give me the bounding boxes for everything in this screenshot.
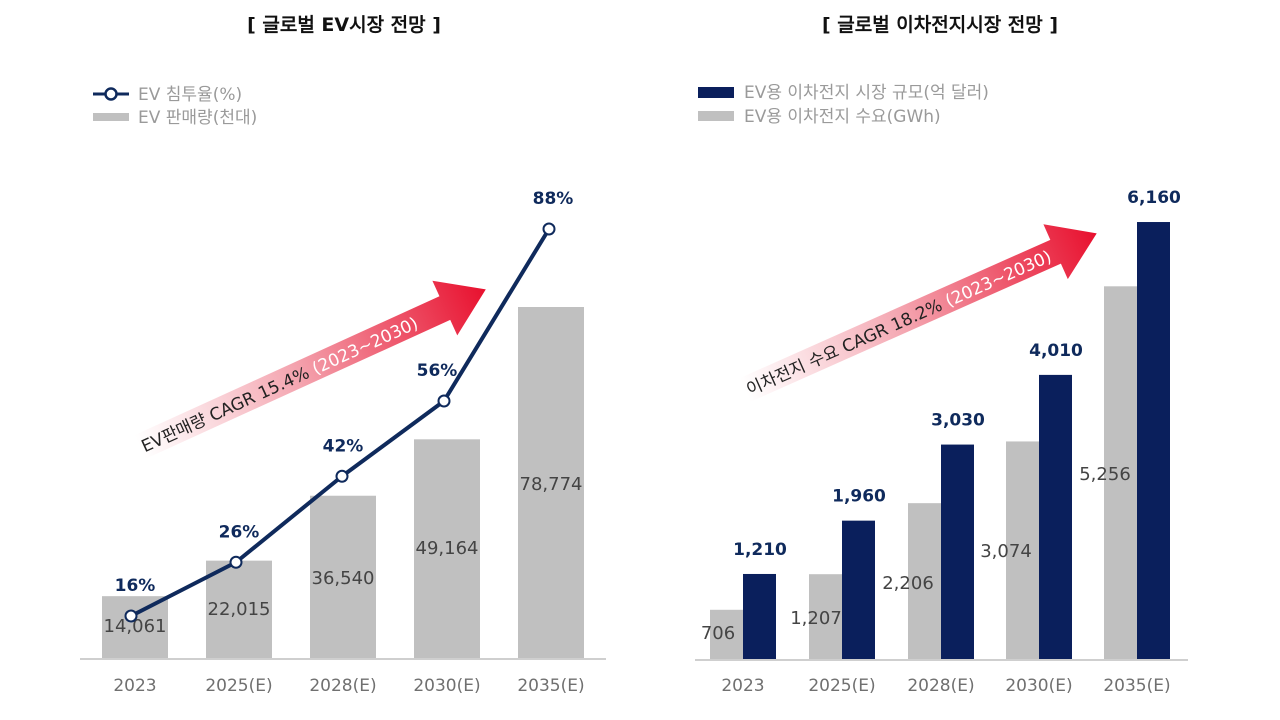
sales-value-label: 14,061	[104, 616, 167, 637]
cagr-annotation: 이차전지 수요 CAGR 18.2% (2023~2030)	[744, 247, 1055, 400]
demand-bar	[710, 609, 743, 660]
x-tick-label: 2035(E)	[517, 676, 584, 696]
sales-value-label: 78,774	[520, 474, 583, 495]
x-tick-label: 2025(E)	[808, 676, 875, 696]
demand-value-label: 5,256	[1079, 464, 1131, 485]
penetration-point	[437, 394, 451, 408]
market-size-value-label: 4,010	[1029, 341, 1083, 361]
market-size-bar	[941, 444, 974, 660]
legend-sales-swatch	[93, 113, 129, 121]
x-tick-label: 2028(E)	[907, 676, 974, 696]
x-tick-label: 2030(E)	[413, 676, 480, 696]
penetration-point	[335, 469, 349, 483]
right-chart-title: [ 글로벌 이차전지시장 전망 ]	[822, 14, 1058, 36]
penetration-value-label: 42%	[323, 436, 364, 456]
legend-penetration: EV 침투율(%)	[138, 85, 242, 105]
arrow-shape	[739, 224, 1097, 402]
sales-value-label: 22,015	[208, 599, 271, 620]
x-tick-label: 2030(E)	[1005, 676, 1072, 696]
penetration-value-label: 16%	[115, 576, 156, 596]
sales-value-label: 36,540	[312, 568, 375, 589]
legend-market: EV용 이차전지 시장 규모(억 달러)	[744, 83, 989, 103]
market-size-value-label: 6,160	[1127, 188, 1181, 208]
right-legend: EV용 이차전지 시장 규모(억 달러) EV용 이차전지 수요(GWh)	[698, 83, 989, 127]
demand-bar	[1006, 441, 1039, 660]
demand-value-label: 2,206	[882, 573, 934, 594]
demand-value-label: 1,207	[790, 608, 842, 629]
penetration-point	[124, 609, 138, 623]
penetration-value-label: 88%	[533, 189, 574, 209]
arrow-shape	[134, 280, 486, 459]
demand-value-label: 3,074	[980, 541, 1032, 562]
left-legend: EV 침투율(%) EV 판매량(천대)	[93, 85, 257, 128]
sales-value-label: 49,164	[416, 538, 479, 559]
market-size-value-label: 1,960	[832, 487, 886, 507]
x-tick-label: 2028(E)	[309, 676, 376, 696]
penetration-value-label: 56%	[417, 361, 458, 381]
market-size-value-label: 1,210	[733, 540, 787, 560]
penetration-point	[542, 222, 556, 236]
legend-sales: EV 판매량(천대)	[138, 108, 257, 128]
penetration-value-label: 26%	[219, 522, 260, 542]
legend-market-swatch	[698, 87, 734, 98]
market-size-bar	[743, 573, 776, 660]
market-size-bar	[842, 520, 875, 660]
sales-bar	[102, 596, 168, 659]
x-tick-label: 2035(E)	[1103, 676, 1170, 696]
legend-demand-swatch	[698, 111, 734, 121]
left-chart-title: [ 글로벌 EV시장 전망 ]	[247, 14, 441, 36]
legend-demand: EV용 이차전지 수요(GWh)	[744, 107, 941, 127]
legend-circle-marker	[104, 87, 118, 101]
x-tick-label: 2023	[113, 676, 156, 696]
sales-bar	[310, 495, 376, 659]
sales-bar	[518, 307, 584, 659]
demand-bar	[908, 503, 941, 660]
x-tick-label: 2023	[721, 676, 764, 696]
penetration-point	[229, 555, 243, 569]
market-size-bar	[1039, 374, 1072, 660]
market-size-bar	[1137, 222, 1170, 661]
market-size-value-label: 3,030	[931, 411, 985, 431]
cagr-annotation: EV판매량 CAGR 15.4% (2023~2030)	[139, 314, 422, 457]
x-tick-label: 2025(E)	[205, 676, 272, 696]
sales-bar	[206, 560, 272, 659]
demand-bar	[1104, 286, 1137, 660]
sales-bar	[414, 439, 480, 659]
demand-bar	[809, 574, 842, 660]
demand-value-label: 706	[701, 623, 735, 644]
